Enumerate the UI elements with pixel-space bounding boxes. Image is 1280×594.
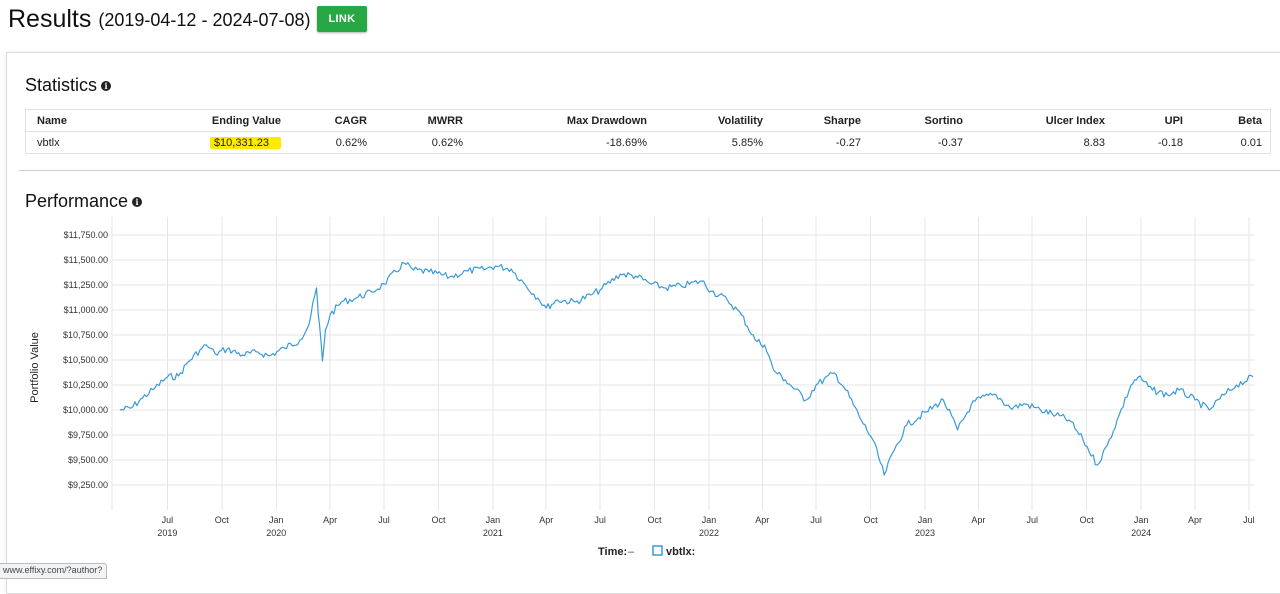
x-year-label: 2019 bbox=[157, 528, 177, 538]
page-title: Results bbox=[8, 4, 92, 33]
x-tick-label: Jan bbox=[486, 515, 501, 525]
section-divider bbox=[19, 170, 1280, 171]
legend-swatch[interactable] bbox=[652, 545, 663, 556]
date-range: (2019-04-12 - 2024-07-08) bbox=[98, 9, 311, 30]
legend-time-label: Time: bbox=[598, 546, 627, 558]
series-layer bbox=[119, 262, 1254, 476]
y-tick-label: $10,000.00 bbox=[63, 405, 108, 415]
statistics-table: Name Ending Value CAGR MWRR Max Drawdown… bbox=[25, 109, 1271, 154]
table-header-row: Name Ending Value CAGR MWRR Max Drawdown… bbox=[25, 109, 1271, 132]
y-tick-label: $11,500.00 bbox=[64, 255, 108, 265]
x-tick-label: Oct bbox=[215, 515, 230, 525]
info-icon[interactable]: i bbox=[101, 80, 112, 91]
performance-heading: Performance i bbox=[25, 191, 143, 212]
x-tick-label: Apr bbox=[1188, 515, 1202, 525]
y-tick-label: $10,500.00 bbox=[63, 355, 108, 365]
column-header[interactable]: Sortino bbox=[869, 109, 971, 132]
x-tick-label: Oct bbox=[864, 515, 879, 525]
column-header[interactable]: CAGR bbox=[289, 109, 375, 132]
status-bar-url: www.effixy.com/?author? bbox=[0, 563, 108, 579]
column-header[interactable]: Ending Value bbox=[145, 109, 289, 132]
legend-series-name[interactable]: vbtlx: bbox=[666, 546, 695, 558]
y-axis-label: Portfolio Value bbox=[29, 332, 41, 403]
column-header[interactable]: Max Drawdown bbox=[471, 109, 655, 132]
column-header[interactable]: UPI bbox=[1113, 109, 1191, 132]
cell-mwrr: 0.62% bbox=[431, 136, 463, 149]
cell-name: vbtlx bbox=[37, 136, 60, 149]
x-axis: Jul 2019 Oct Jan 2020 Apr Jul Oct Jan 2021 Apr Jul O… bbox=[157, 515, 1254, 538]
x-year-label: 2022 bbox=[699, 528, 719, 538]
x-tick-label: Jul bbox=[162, 515, 174, 525]
x-tick-label: Oct bbox=[431, 515, 446, 525]
column-header[interactable]: Beta bbox=[1191, 109, 1271, 132]
results-card: Statistics i Name Ending Value CAGR MWRR… bbox=[6, 52, 1280, 594]
y-tick-label: $11,750.00 bbox=[64, 230, 108, 240]
x-tick-label: Jul bbox=[1026, 515, 1038, 525]
x-year-label: 2024 bbox=[1131, 528, 1151, 538]
series-line-vbtlx bbox=[119, 262, 1254, 476]
y-tick-label: $9,250.00 bbox=[68, 480, 108, 490]
x-tick-label: Oct bbox=[1080, 515, 1095, 525]
column-header[interactable]: Name bbox=[25, 109, 145, 132]
y-tick-label: $10,750.00 bbox=[63, 330, 108, 340]
x-tick-label: Jul bbox=[378, 515, 390, 525]
cell-beta: 0.01 bbox=[1240, 136, 1262, 149]
column-header[interactable]: Volatility bbox=[655, 109, 771, 132]
y-tick-label: $9,750.00 bbox=[68, 430, 108, 440]
performance-title: Performance bbox=[25, 191, 129, 211]
highlighted-ending-value: $10,331.23 bbox=[209, 136, 281, 149]
x-tick-label: Apr bbox=[323, 515, 337, 525]
y-tick-label: $11,000.00 bbox=[64, 305, 108, 315]
cell-upi: -0.18 bbox=[1157, 136, 1183, 149]
cell-ending-value: $10,331.23 bbox=[145, 132, 289, 154]
column-header[interactable]: Sharpe bbox=[771, 109, 869, 132]
x-tick-label: Jul bbox=[594, 515, 606, 525]
cell-volatility: 5.85% bbox=[731, 136, 763, 149]
cell-max-drawdown: -18.69% bbox=[606, 136, 647, 149]
cell-sharpe: -0.27 bbox=[835, 136, 861, 149]
column-header[interactable]: Ulcer Index bbox=[971, 109, 1113, 132]
cell-cagr: 0.62% bbox=[335, 136, 367, 149]
x-year-label: 2023 bbox=[915, 528, 935, 538]
y-tick-label: $9,500.00 bbox=[68, 455, 108, 465]
statistics-heading: Statistics i bbox=[25, 75, 112, 96]
grid bbox=[111, 217, 1255, 510]
info-icon[interactable]: i bbox=[132, 196, 143, 207]
statistics-title: Statistics bbox=[25, 75, 98, 95]
legend: Time: – vbtlx: bbox=[598, 545, 695, 558]
x-tick-label: Oct bbox=[648, 515, 663, 525]
table-row: vbtlx $10,331.23 0.62% 0.62% -18.69% 5.8… bbox=[26, 132, 1271, 154]
x-year-label: 2021 bbox=[483, 528, 503, 538]
x-year-label: 2020 bbox=[266, 528, 286, 538]
x-tick-label: Jan bbox=[269, 515, 284, 525]
x-tick-label: Jan bbox=[702, 515, 717, 525]
x-tick-label: Jan bbox=[918, 515, 933, 525]
y-tick-label: $10,250.00 bbox=[63, 380, 108, 390]
x-tick-label: Jan bbox=[1134, 515, 1149, 525]
legend-time-value: – bbox=[628, 546, 635, 558]
column-header[interactable]: MWRR bbox=[375, 109, 471, 132]
cell-ulcer-index: 8.83 bbox=[1083, 136, 1105, 149]
link-button[interactable]: LINK bbox=[316, 6, 368, 32]
x-tick-label: Apr bbox=[971, 515, 985, 525]
results-header: Results (2019-04-12 - 2024-07-08) LINK bbox=[8, 2, 368, 36]
x-tick-label: Jul bbox=[810, 515, 822, 525]
x-tick-label: Jul bbox=[1243, 515, 1255, 525]
cell-sortino: -0.37 bbox=[937, 136, 963, 149]
y-tick-label: $11,250.00 bbox=[64, 280, 108, 290]
x-tick-label: Apr bbox=[755, 515, 769, 525]
y-axis: $9,250.00 $9,500.00 $9,750.00 $10,000.00 $10… bbox=[63, 230, 108, 490]
performance-chart[interactable]: $9,250.00 $9,500.00 $9,750.00 $10,000.00 $10… bbox=[0, 0, 1280, 573]
x-tick-label: Apr bbox=[539, 515, 553, 525]
